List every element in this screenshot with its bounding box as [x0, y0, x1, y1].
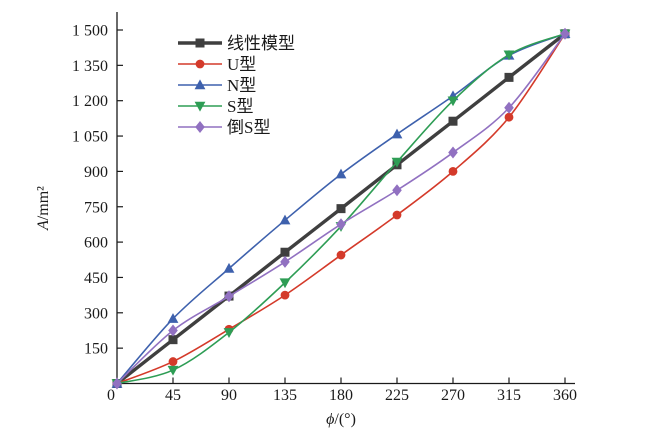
legend-label: S型: [227, 97, 253, 116]
series-marker-circle: [504, 112, 514, 122]
series-marker-diamond: [112, 377, 122, 390]
y-tick-label: 1 050: [72, 129, 108, 146]
series-marker-circle: [168, 357, 178, 366]
series-marker-triangle-down: [167, 365, 179, 376]
series-marker-square: [195, 38, 205, 48]
x-tick-label: 315: [497, 387, 521, 404]
series-marker-triangle-down: [279, 278, 291, 289]
x-tick-label: 0: [107, 387, 115, 404]
series-marker-triangle-down: [194, 101, 206, 112]
x-tick-label: 45: [165, 387, 181, 404]
series-marker-diamond: [168, 324, 178, 337]
x-tick-label: 270: [441, 387, 465, 404]
series-marker-triangle-up: [335, 168, 347, 179]
series-marker-diamond: [392, 184, 402, 197]
x-axis-title: ϕ/(°): [326, 411, 356, 428]
series-marker-triangle-down: [223, 328, 235, 338]
y-axis-title: A/mm²: [35, 186, 52, 231]
series-marker-diamond: [336, 218, 346, 231]
series-marker-diamond: [224, 290, 234, 303]
series-marker-triangle-down: [447, 96, 459, 107]
series-marker-triangle-down: [391, 157, 403, 168]
y-tick-label: 1 200: [72, 93, 108, 110]
series-marker-diamond: [280, 255, 290, 268]
series-marker-circle: [448, 167, 458, 176]
x-tick-label: 135: [273, 387, 297, 404]
y-tick-label: 150: [84, 341, 108, 358]
y-tick-label: 450: [84, 270, 108, 287]
y-tick-label: 1 350: [72, 58, 108, 75]
series-marker-diamond: [195, 121, 205, 133]
y-tick-label: 300: [84, 305, 108, 322]
series-marker-triangle-up: [167, 313, 179, 323]
series-marker-square: [504, 72, 514, 82]
series-marker-square: [448, 116, 458, 126]
legend-label: 倒S型: [227, 118, 270, 137]
series-marker-circle: [280, 290, 290, 300]
series-marker-triangle-up: [391, 128, 403, 139]
legend-label: 线性模型: [227, 34, 295, 53]
y-tick-label: 750: [84, 199, 108, 216]
x-tick-label: 360: [553, 387, 577, 404]
x-tick-label: 180: [329, 387, 353, 404]
series-marker-triangle-down: [503, 50, 515, 61]
series-marker-circle: [195, 59, 205, 69]
series-marker-circle: [336, 250, 346, 260]
series-marker-diamond: [560, 27, 570, 40]
legend-label: U型: [227, 55, 256, 74]
series-marker-square: [280, 247, 290, 257]
series-marker-diamond: [504, 101, 514, 114]
series-marker-circle: [392, 210, 402, 220]
series-marker-triangle-up: [279, 214, 291, 225]
legend-label: N型: [227, 76, 256, 95]
series-marker-square: [336, 204, 346, 214]
series-marker-square: [168, 335, 178, 345]
x-tick-label: 225: [385, 387, 409, 404]
series-marker-diamond: [448, 146, 458, 159]
y-tick-label: 1 500: [72, 23, 108, 40]
y-tick-label: 600: [84, 235, 108, 252]
series-marker-triangle-up: [223, 262, 235, 273]
y-tick-label: 900: [84, 164, 108, 181]
series-marker-triangle-up: [194, 79, 206, 90]
x-tick-label: 90: [221, 387, 237, 404]
